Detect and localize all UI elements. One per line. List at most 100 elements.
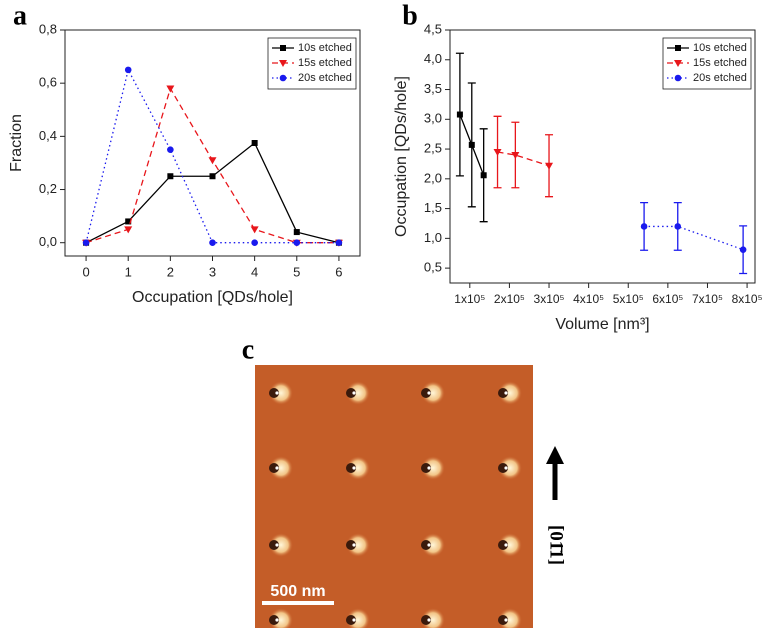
afm-pit-glow — [498, 456, 522, 480]
legend-marker — [674, 74, 682, 82]
legend-marker — [279, 74, 287, 82]
marker — [545, 162, 554, 170]
afm-dot — [352, 543, 356, 547]
marker — [82, 239, 90, 247]
y-axis-title: Fraction — [8, 114, 25, 172]
afm-pit-glow — [498, 381, 522, 405]
afm-pit-glow — [346, 456, 370, 480]
legend-label: 20s etched — [298, 72, 352, 84]
afm-dot — [504, 543, 508, 547]
x-tick-label: 6x10⁵ — [652, 292, 683, 306]
series-line — [85, 86, 339, 244]
marker — [167, 173, 174, 180]
afm-pit-glow — [421, 381, 445, 405]
afm-pit — [421, 615, 431, 625]
afm-image — [255, 365, 533, 628]
x-tick-label: 7x10⁵ — [692, 292, 723, 306]
y-tick-label: 0,2 — [39, 181, 57, 196]
direction-label: [01̄1] — [546, 525, 567, 565]
marker — [335, 239, 343, 247]
afm-pit-glow — [269, 533, 293, 557]
marker — [251, 239, 258, 247]
series-line — [644, 225, 744, 251]
x-tick-label: 5 — [293, 264, 300, 279]
legend-marker — [280, 45, 286, 51]
afm-pit — [498, 540, 508, 550]
x-tick-label: 1x10⁵ — [454, 292, 485, 306]
x-tick-label: 4 — [251, 264, 258, 279]
y-tick-label: 4,5 — [424, 21, 442, 36]
marker — [125, 218, 132, 225]
y-tick-label: 0,4 — [39, 128, 57, 143]
y-tick-label: 1,0 — [424, 230, 442, 245]
afm-dot — [427, 618, 431, 622]
y-tick-label: 3,0 — [424, 111, 442, 126]
y-tick-label: 0,0 — [39, 234, 57, 249]
afm-pit — [346, 540, 356, 550]
legend-marker — [279, 60, 287, 67]
direction-arrow-head — [546, 446, 564, 464]
panel-label: a — [13, 0, 27, 31]
y-tick-label: 2,5 — [424, 140, 442, 155]
legend-label: 10s etched — [693, 42, 747, 54]
x-tick-label: 1 — [125, 264, 132, 279]
marker — [293, 239, 301, 247]
series-line — [497, 151, 550, 167]
afm-dot — [275, 618, 279, 622]
afm-dot — [275, 466, 279, 470]
marker — [739, 246, 747, 253]
legend-label: 10s etched — [298, 42, 352, 54]
x-axis-title: Volume [nm³] — [555, 316, 649, 333]
y-tick-label: 3,5 — [424, 81, 442, 96]
y-axis-title: Occupation [QDs/hole] — [393, 76, 410, 237]
marker — [468, 141, 475, 148]
x-tick-label: 2x10⁵ — [494, 292, 525, 306]
marker — [167, 146, 174, 153]
y-tick-label: 0,5 — [424, 260, 442, 275]
afm-pit-glow — [421, 456, 445, 480]
marker — [493, 149, 502, 157]
afm-pit — [421, 388, 431, 398]
afm-pit-glow — [421, 533, 445, 557]
afm-pit — [269, 540, 279, 550]
marker — [250, 226, 259, 234]
afm-pit — [346, 463, 356, 473]
afm-pit — [498, 615, 508, 625]
afm-pit — [498, 388, 508, 398]
x-tick-label: 3x10⁵ — [534, 292, 565, 306]
marker — [124, 66, 132, 74]
afm-pit — [269, 463, 279, 473]
x-axis-title: Occupation [QDs/hole] — [132, 289, 293, 306]
y-tick-label: 1,5 — [424, 200, 442, 215]
afm-pit — [421, 463, 431, 473]
x-tick-label: 2 — [167, 264, 174, 279]
marker — [511, 152, 520, 160]
marker — [251, 140, 258, 146]
afm-pit-glow — [269, 456, 293, 480]
afm-dot — [427, 466, 431, 470]
afm-pit-glow — [269, 381, 293, 405]
afm-dot — [352, 391, 356, 395]
afm-pit — [421, 540, 431, 550]
afm-pit — [269, 388, 279, 398]
legend-label: 15s etched — [298, 57, 352, 69]
legend-marker — [674, 60, 682, 67]
x-tick-label: 4x10⁵ — [573, 292, 604, 306]
afm-dot — [504, 466, 508, 470]
afm-dot — [352, 466, 356, 470]
x-tick-label: 3 — [209, 264, 216, 279]
afm-pit — [498, 463, 508, 473]
marker — [293, 229, 300, 236]
afm-dot — [504, 618, 508, 622]
y-tick-label: 2,0 — [424, 170, 442, 185]
panel-label: b — [402, 0, 418, 31]
afm-dot — [427, 391, 431, 395]
marker — [209, 173, 216, 180]
marker — [208, 157, 217, 165]
afm-dot — [275, 391, 279, 395]
afm-dot — [352, 618, 356, 622]
x-tick-label: 5x10⁵ — [613, 292, 644, 306]
afm-pit-glow — [346, 533, 370, 557]
